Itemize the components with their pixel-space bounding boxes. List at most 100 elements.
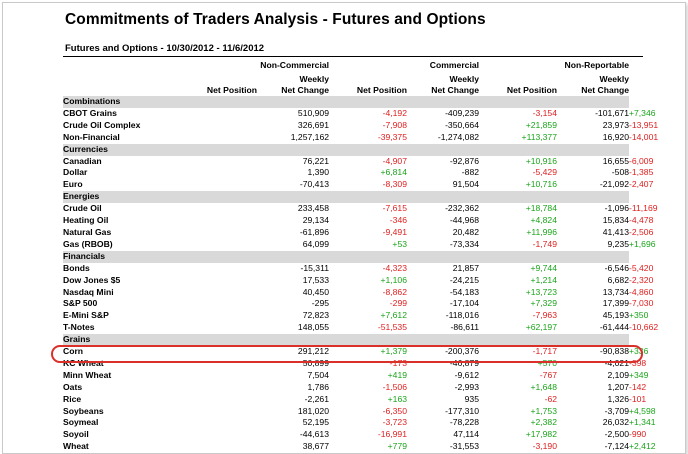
cell-nr-net: -2,500 [604, 429, 629, 440]
table-row: Wheat 38,677 +779 -31,553 -3,190 -7,124 +2,412 [63, 441, 656, 453]
market-label: Euro [63, 179, 83, 190]
spacer-cell [197, 441, 257, 453]
table-row: Euro -70,413 -8,309 91,504 +10,716 -21,092 -2,… [63, 179, 653, 191]
group-header-commercial: Commercial [429, 60, 479, 70]
market-label: Rice [63, 393, 82, 404]
spacer-cell [197, 167, 257, 179]
cell-nr-net: -3,709 [604, 405, 629, 416]
spacer-cell [197, 179, 257, 191]
cell-c-chg: +1,214 [530, 274, 557, 285]
cell-nc-net: 7,504 [307, 369, 329, 380]
table-row: Dollar 1,390 +6,814 -882 -5,429 -508 -1,385 [63, 167, 653, 179]
cell-nc-chg: +7,612 [380, 310, 407, 321]
spacer-cell [197, 358, 257, 370]
cell-nr-chg: -6,009 [629, 155, 654, 166]
spacer-cell [197, 382, 257, 394]
cell-nc-chg: -299 [389, 298, 407, 309]
table-row: Heating Oil 29,134 -346 -44,968 +4,824 15,834… [63, 215, 653, 227]
cell-nr-net: -508 [611, 167, 629, 178]
cell-nc-chg: -7,908 [382, 119, 407, 130]
cell-nc-net: 510,909 [297, 107, 329, 118]
cell-nc-net: 40,450 [302, 286, 329, 297]
cell-c-net: 20,482 [452, 226, 479, 237]
col-header-c-net-position: Net Position [356, 85, 407, 95]
cell-nc-chg: -9,491 [382, 226, 407, 237]
market-label: Crude Oil Complex [63, 119, 141, 130]
col-header-nc-weekly: Weekly [299, 74, 329, 84]
market-label: S&P 500 [63, 298, 98, 309]
cell-nr-net: 17,399 [602, 298, 629, 309]
table-row: Rice -2,261 +163 935 -62 1,326 -101 [63, 393, 647, 406]
cell-nc-chg: -4,907 [382, 155, 407, 166]
cell-nc-net: 1,390 [307, 167, 329, 178]
cell-nc-net: 233,458 [297, 203, 329, 214]
cell-nr-net: 16,655 [602, 155, 629, 166]
cell-c-chg: +1,753 [530, 405, 557, 416]
cell-nc-net: -61,896 [299, 226, 329, 237]
cell-c-net: -86,611 [450, 322, 479, 333]
cell-c-net: -882 [461, 167, 479, 178]
cot-data-table: Combinations CBOT Grains 510,909 -4,192 -409… [63, 96, 659, 453]
cell-nr-chg: +1,341 [629, 417, 656, 428]
spacer-cell [197, 108, 257, 120]
spacer-cell [197, 406, 257, 418]
cell-c-chg: +11,996 [526, 226, 557, 237]
cell-nc-net: 76,221 [302, 155, 329, 166]
cell-nc-net: -2,261 [304, 393, 329, 404]
cell-nc-net: 326,691 [297, 119, 329, 130]
cell-nr-net: -101,671 [595, 107, 629, 118]
cell-nr-chg: -142 [629, 381, 647, 392]
cell-nr-chg: -2,320 [629, 274, 654, 285]
cell-nc-chg: -16,991 [377, 429, 407, 440]
cell-nc-chg: -173 [389, 357, 407, 368]
cell-nc-net: 52,195 [302, 417, 329, 428]
cell-c-net: -46,879 [449, 357, 479, 368]
cell-nr-chg: -398 [629, 357, 647, 368]
cell-nc-chg: -51,535 [377, 322, 407, 333]
table-row: Dow Jones $5 17,533 +1,106 -24,215 +1,214 6,6… [63, 274, 654, 287]
cell-nr-chg: +350 [629, 310, 649, 321]
cell-nr-chg: +1,696 [629, 238, 656, 249]
spacer-cell [197, 429, 257, 441]
cell-nr-chg: -101 [629, 393, 647, 404]
cell-nr-chg: -10,662 [629, 322, 659, 333]
table-row: T-Notes 148,055 -51,535 -86,611 +62,197 -61,4… [63, 322, 659, 334]
cell-nr-chg: -4,860 [629, 286, 654, 297]
cell-nr-net: 1,207 [607, 381, 629, 392]
table-row: Non-Financial 1,257,162 -39,375 -1,274,082 +… [63, 131, 659, 144]
cell-nr-chg: +336 [629, 346, 649, 357]
cell-nr-chg: +2,412 [629, 441, 656, 452]
cell-c-net: -118,016 [445, 310, 479, 321]
table-row: Soyoil -44,613 -16,991 47,114 +17,982 -2,500-… [63, 429, 646, 441]
cell-nr-chg: -14,001 [629, 131, 659, 142]
cell-c-chg: -5,429 [532, 167, 557, 178]
cell-nc-net: -44,613 [299, 429, 329, 440]
spacer-cell [197, 298, 257, 310]
market-label: Crude Oil [63, 203, 102, 214]
cell-c-net: -31,553 [449, 441, 479, 452]
cell-nr-chg: -7,030 [629, 298, 654, 309]
cell-nc-net: 1,257,162 [290, 131, 329, 142]
group-header-noncommercial: Non-Commercial [260, 60, 329, 70]
market-label: Canadian [63, 155, 102, 166]
cell-nr-net: -7,124 [604, 441, 629, 452]
cell-nc-net: 64,099 [302, 238, 329, 249]
cell-nc-chg: +53 [392, 238, 407, 249]
cell-c-chg: +17,982 [525, 429, 557, 440]
spacer-cell [197, 156, 257, 168]
table-row: Soybeans 181,020 -6,350 -177,310 +1,753 -3,70… [63, 405, 656, 418]
cell-nc-chg: +163 [387, 393, 407, 404]
cell-c-net: 47,114 [453, 429, 479, 440]
market-label: T-Notes [63, 322, 95, 333]
cell-nc-chg: +419 [387, 369, 407, 380]
section-header-row: Financials [63, 250, 643, 263]
cell-nc-chg: -3,723 [382, 417, 407, 428]
cell-nc-chg: -8,862 [382, 286, 407, 297]
cell-c-chg: +62,197 [525, 322, 557, 333]
col-header-nr-net-position: Net Position [506, 85, 557, 95]
table-row: Crude Oil Complex 326,691 -7,908 -350,664 +2… [63, 119, 658, 132]
section-header-row: Energies [63, 191, 643, 204]
spacer-cell [197, 346, 257, 358]
cell-c-net: -177,310 [445, 405, 479, 416]
